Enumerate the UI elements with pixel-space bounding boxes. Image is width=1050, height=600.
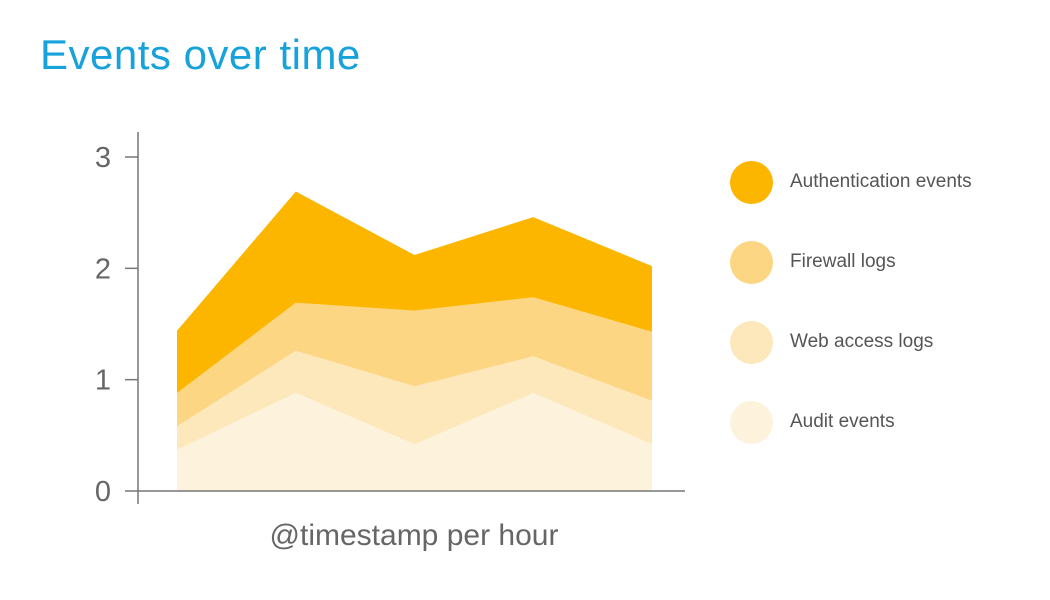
- y-tick-label: 0: [95, 476, 111, 508]
- legend-item[interactable]: Authentication events: [730, 160, 1030, 204]
- y-tick-label: 1: [95, 365, 111, 397]
- legend-label: Web access logs: [790, 331, 934, 352]
- area-series-audit-events[interactable]: [177, 393, 652, 491]
- x-axis-label: @timestamp per hour: [270, 519, 559, 552]
- legend-item[interactable]: Firewall logs: [730, 240, 1030, 284]
- legend-label: Authentication events: [790, 171, 972, 192]
- legend-item[interactable]: Web access logs: [730, 320, 1030, 364]
- y-axis-ticks: 0 1 2 3: [95, 142, 138, 508]
- legend-item[interactable]: Audit events: [730, 400, 1030, 444]
- area-series-group: [177, 191, 652, 491]
- legend-label: Audit events: [790, 411, 895, 432]
- y-tick-label: 2: [95, 253, 111, 285]
- chart-title: Events over time: [40, 31, 361, 78]
- legend-swatch: [730, 160, 773, 204]
- legend-swatch: [730, 320, 773, 364]
- y-tick-label: 3: [95, 142, 111, 174]
- legend-swatch: [730, 240, 773, 284]
- area-series-web-access-logs[interactable]: [177, 350, 652, 450]
- legend-label: Firewall logs: [790, 251, 896, 272]
- legend: Authentication events Firewall logs Web …: [730, 160, 1030, 480]
- area-series-firewall-logs[interactable]: [177, 297, 652, 427]
- legend-swatch: [730, 400, 773, 444]
- area-series-authentication-events[interactable]: [177, 191, 652, 394]
